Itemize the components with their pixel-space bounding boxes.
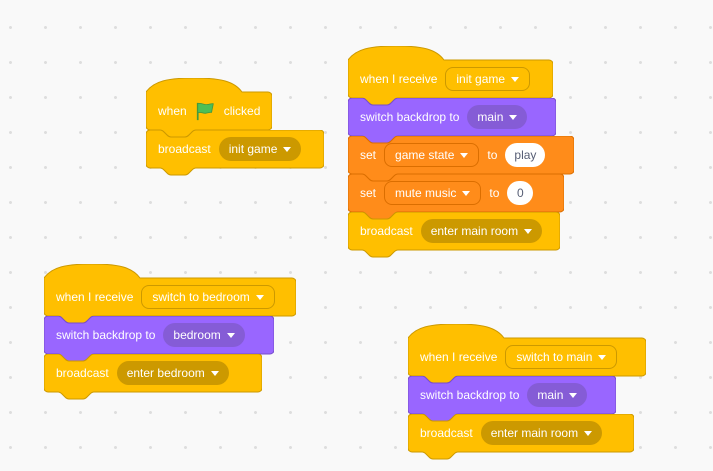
switch-backdrop-label: switch backdrop to — [420, 388, 520, 402]
switch-backdrop-label: switch backdrop to — [56, 328, 156, 342]
broadcast-message-dropdown[interactable]: init game — [218, 137, 302, 161]
receive-message-value: switch to main — [516, 350, 593, 364]
variable-dropdown[interactable]: game state — [384, 143, 480, 167]
broadcast-block[interactable]: broadcast enter bedroom — [44, 354, 262, 400]
broadcast-message-dropdown[interactable]: enter bedroom — [116, 361, 229, 385]
to-label: to — [487, 148, 498, 162]
receive-message-dropdown[interactable]: switch to main — [505, 345, 618, 369]
receive-message-dropdown[interactable]: switch to bedroom — [141, 285, 275, 309]
broadcast-block[interactable]: broadcast enter main room — [348, 212, 560, 258]
switch-backdrop-block[interactable]: switch backdrop to main — [348, 98, 556, 144]
broadcast-message-value: enter bedroom — [126, 366, 205, 380]
when-i-receive-block[interactable]: when I receive switch to bedroom — [44, 264, 296, 324]
broadcast-block[interactable]: broadcast enter main room — [408, 414, 634, 460]
dropdown-arrow-icon — [569, 392, 578, 398]
backdrop-dropdown[interactable]: main — [527, 383, 588, 407]
dropdown-arrow-icon — [511, 76, 520, 82]
backdrop-value: bedroom — [173, 328, 221, 342]
when-i-receive-label: when I receive — [360, 72, 438, 86]
dropdown-arrow-icon — [524, 228, 533, 234]
variable-name: game state — [395, 148, 455, 162]
broadcast-label: broadcast — [360, 224, 413, 238]
set-variable-block[interactable]: set game state to play — [348, 136, 574, 182]
backdrop-dropdown[interactable]: main — [467, 105, 528, 129]
broadcast-message-value: enter main room — [490, 426, 579, 440]
dropdown-arrow-icon — [210, 370, 219, 376]
dropdown-arrow-icon — [598, 354, 607, 360]
value-input[interactable]: play — [505, 143, 546, 167]
backdrop-dropdown[interactable]: bedroom — [163, 323, 245, 347]
dropdown-arrow-icon — [460, 152, 469, 158]
variable-name: mute music — [395, 186, 457, 200]
when-i-receive-block[interactable]: when I receive init game — [348, 46, 553, 106]
dropdown-arrow-icon — [462, 190, 471, 196]
value-text: play — [514, 148, 537, 162]
broadcast-block[interactable]: broadcast init game — [146, 130, 324, 176]
switch-backdrop-block[interactable]: switch backdrop to bedroom — [44, 316, 274, 362]
when-i-receive-label: when I receive — [56, 290, 134, 304]
when-i-receive-label: when I receive — [420, 350, 498, 364]
value-input[interactable]: 0 — [507, 181, 534, 205]
value-text: 0 — [517, 186, 524, 200]
switch-backdrop-label: switch backdrop to — [360, 110, 460, 124]
to-label: to — [489, 186, 500, 200]
dropdown-arrow-icon — [283, 146, 292, 152]
broadcast-label: broadcast — [420, 426, 473, 440]
dropdown-arrow-icon — [584, 430, 593, 436]
variable-dropdown[interactable]: mute music — [384, 181, 482, 205]
receive-message-value: switch to bedroom — [152, 290, 250, 304]
set-variable-block[interactable]: set mute music to 0 — [348, 174, 564, 220]
set-label: set — [360, 148, 377, 162]
backdrop-value: main — [477, 110, 504, 124]
receive-message-value: init game — [456, 72, 506, 86]
set-label: set — [360, 186, 377, 200]
broadcast-message-value: enter main room — [430, 224, 519, 238]
switch-backdrop-block[interactable]: switch backdrop to main — [408, 376, 616, 422]
receive-message-dropdown[interactable]: init game — [445, 67, 531, 91]
clicked-label: clicked — [223, 104, 261, 118]
when-flag-clicked-block[interactable]: when clicked — [146, 78, 272, 138]
broadcast-label: broadcast — [56, 366, 109, 380]
when-label: when — [158, 104, 187, 118]
green-flag-icon — [196, 102, 214, 120]
broadcast-label: broadcast — [158, 142, 211, 156]
dropdown-arrow-icon — [509, 114, 518, 120]
broadcast-message-dropdown[interactable]: enter main room — [420, 219, 543, 243]
dropdown-arrow-icon — [226, 332, 235, 338]
broadcast-message-value: init game — [228, 142, 278, 156]
backdrop-value: main — [537, 388, 564, 402]
dropdown-arrow-icon — [255, 294, 264, 300]
when-i-receive-block[interactable]: when I receive switch to main — [408, 324, 646, 384]
broadcast-message-dropdown[interactable]: enter main room — [480, 421, 603, 445]
